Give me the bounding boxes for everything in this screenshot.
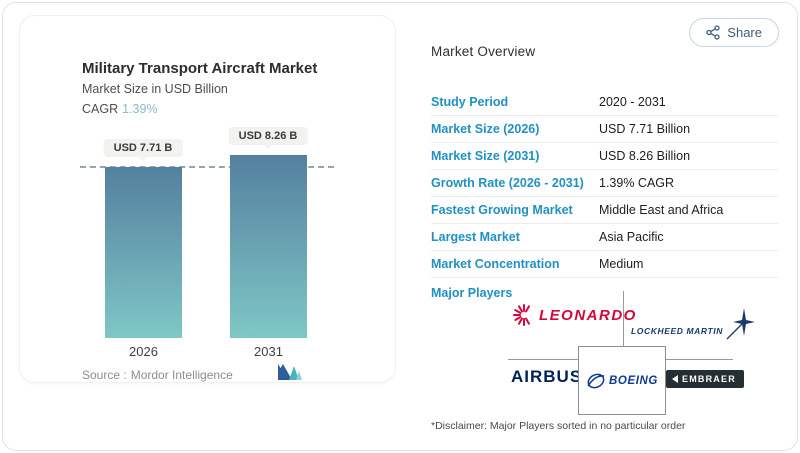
overview-table: Study Period 2020 - 2031 Market Size (20…	[431, 89, 778, 278]
overview-row-study-period: Study Period 2020 - 2031	[431, 89, 778, 116]
lockheed-star-icon	[726, 308, 755, 340]
major-players-label: Major Players	[431, 286, 513, 300]
chart-title: Military Transport Aircraft Market	[82, 60, 318, 77]
boeing-logo: BOEING	[586, 371, 658, 391]
row-label: Market Size (2026)	[431, 122, 540, 136]
row-label: Market Concentration	[431, 257, 560, 271]
overview-row-fastest-growing-market: Fastest Growing Market Middle East and A…	[431, 197, 778, 224]
source-label: Source :	[82, 368, 127, 382]
leonardo-wordmark: LEONARDO	[539, 306, 637, 324]
airbus-wordmark: AIRBUS	[511, 367, 583, 386]
share-button[interactable]: Share	[689, 18, 779, 47]
org-chart-vertical-divider	[623, 291, 624, 346]
bar-2031	[230, 155, 307, 338]
row-label: Study Period	[431, 95, 509, 109]
market-overview-panel: Market Overview Study Period 2020 - 2031…	[431, 3, 778, 453]
row-label: Fastest Growing Market	[431, 203, 573, 217]
overview-row-market-size-2031: Market Size (2031) USD 8.26 Billion	[431, 143, 778, 170]
row-value: Middle East and Africa	[599, 203, 724, 217]
source-value: Mordor Intelligence	[130, 368, 233, 382]
bar-value-text-2031: USD 8.26 B	[238, 130, 298, 142]
row-label: Largest Market	[431, 230, 520, 244]
lockheed-martin-logo: LOCKHEED MARTIN	[631, 308, 755, 340]
disclaimer: *Disclaimer: Major Players sorted in no …	[431, 420, 686, 432]
mordor-intelligence-logo	[278, 364, 302, 380]
row-value: USD 7.71 Billion	[599, 122, 691, 136]
overview-row-largest-market: Largest Market Asia Pacific	[431, 224, 778, 251]
overview-heading: Market Overview	[431, 44, 536, 59]
bar-value-label-2031: USD 8.26 B	[228, 127, 308, 145]
bar-2026	[105, 167, 182, 338]
market-size-chart-card: Military Transport Aircraft Market Marke…	[19, 15, 396, 383]
overview-row-market-concentration: Market Concentration Medium	[431, 251, 778, 278]
source-line: Source : Mordor Intelligence	[82, 368, 237, 382]
chart-subtitle: Market Size in USD Billion	[82, 82, 228, 96]
row-label: Growth Rate (2026 - 2031)	[431, 176, 584, 190]
row-value: Medium	[599, 257, 644, 271]
row-value: 2020 - 2031	[599, 95, 666, 109]
cagr-label: CAGR	[82, 102, 119, 116]
row-label: Market Size (2031)	[431, 149, 540, 163]
lockheed-wordmark: LOCKHEED MARTIN	[631, 326, 723, 336]
bar-value-label-2026: USD 7.71 B	[103, 139, 183, 157]
overview-row-growth-rate: Growth Rate (2026 - 2031) 1.39% CAGR	[431, 170, 778, 197]
embraer-wordmark: EMBRAER	[682, 374, 736, 384]
airbus-logo: AIRBUS	[511, 367, 582, 387]
reference-dashed-line	[80, 166, 334, 168]
org-chart-right-line	[663, 359, 733, 360]
overview-row-market-size-2026: Market Size (2026) USD 7.71 Billion	[431, 116, 778, 143]
share-icon	[706, 25, 720, 40]
bar-value-text-2026: USD 7.71 B	[113, 142, 173, 154]
row-value: USD 8.26 Billion	[599, 149, 691, 163]
x-axis-label-2026: 2026	[129, 344, 158, 359]
row-value: Asia Pacific	[599, 230, 664, 244]
cagr-value: 1.39%	[122, 102, 158, 116]
leonardo-logo: LEONARDO	[513, 304, 637, 326]
chart-cagr: CAGR 1.39%	[82, 102, 158, 116]
boeing-globe-icon	[587, 373, 605, 388]
boeing-wordmark: BOEING	[609, 374, 658, 387]
share-label: Share	[727, 25, 762, 40]
embraer-arrow-icon	[672, 375, 678, 383]
embraer-logo: EMBRAER	[666, 370, 744, 388]
x-axis-label-2031: 2031	[254, 344, 283, 359]
org-chart-left-line	[508, 359, 578, 360]
boeing-cell: BOEING	[578, 346, 666, 415]
row-value: 1.39% CAGR	[599, 176, 675, 190]
leonardo-sunburst-icon	[513, 304, 530, 326]
